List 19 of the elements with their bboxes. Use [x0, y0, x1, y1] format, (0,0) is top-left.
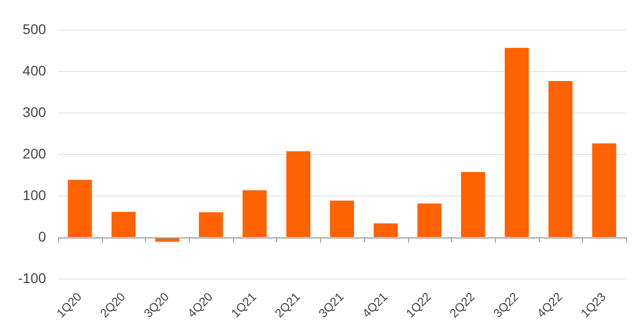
y-tick-label: 500	[22, 20, 46, 37]
bar	[374, 223, 398, 238]
bar	[461, 172, 486, 238]
bar	[548, 81, 572, 238]
bar	[286, 151, 310, 238]
bar	[68, 180, 92, 238]
bar	[330, 200, 354, 238]
bar	[198, 212, 223, 238]
bar	[112, 212, 136, 238]
y-tick-label: 200	[22, 145, 46, 162]
y-tick-label: 400	[22, 62, 46, 78]
y-tick-label: -100	[18, 270, 46, 286]
bar	[592, 143, 616, 238]
y-tick-label: 300	[22, 104, 46, 120]
bar	[242, 190, 267, 238]
bar	[504, 48, 529, 238]
y-tick-label: 0	[38, 228, 46, 244]
y-tick-label: 100	[22, 186, 46, 203]
bar	[417, 204, 442, 238]
